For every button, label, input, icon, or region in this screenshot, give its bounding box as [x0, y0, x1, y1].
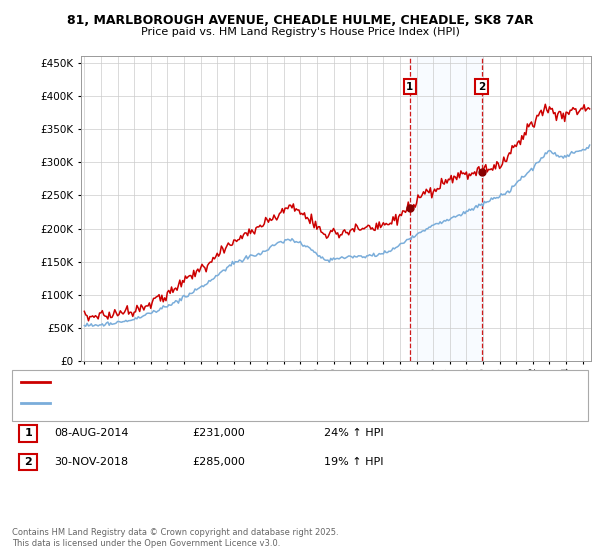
- Text: 81, MARLBOROUGH AVENUE, CHEADLE HULME, CHEADLE, SK8 7AR (semi-detached house): 81, MARLBOROUGH AVENUE, CHEADLE HULME, C…: [56, 377, 502, 387]
- Text: £285,000: £285,000: [192, 457, 245, 467]
- Bar: [410, 56, 482, 361]
- Text: 24% ↑ HPI: 24% ↑ HPI: [324, 428, 383, 438]
- Text: £231,000: £231,000: [192, 428, 245, 438]
- Text: 2: 2: [25, 457, 32, 467]
- Text: 1: 1: [25, 428, 32, 438]
- Text: Contains HM Land Registry data © Crown copyright and database right 2025.
This d: Contains HM Land Registry data © Crown c…: [12, 528, 338, 548]
- Text: 19% ↑ HPI: 19% ↑ HPI: [324, 457, 383, 467]
- Text: 08-AUG-2014: 08-AUG-2014: [54, 428, 128, 438]
- Text: 30-NOV-2018: 30-NOV-2018: [54, 457, 128, 467]
- Text: 2: 2: [478, 82, 485, 91]
- Text: Price paid vs. HM Land Registry's House Price Index (HPI): Price paid vs. HM Land Registry's House …: [140, 27, 460, 37]
- Text: HPI: Average price, semi-detached house, Stockport: HPI: Average price, semi-detached house,…: [56, 398, 310, 408]
- Text: 1: 1: [406, 82, 413, 91]
- Text: 81, MARLBOROUGH AVENUE, CHEADLE HULME, CHEADLE, SK8 7AR: 81, MARLBOROUGH AVENUE, CHEADLE HULME, C…: [67, 14, 533, 27]
